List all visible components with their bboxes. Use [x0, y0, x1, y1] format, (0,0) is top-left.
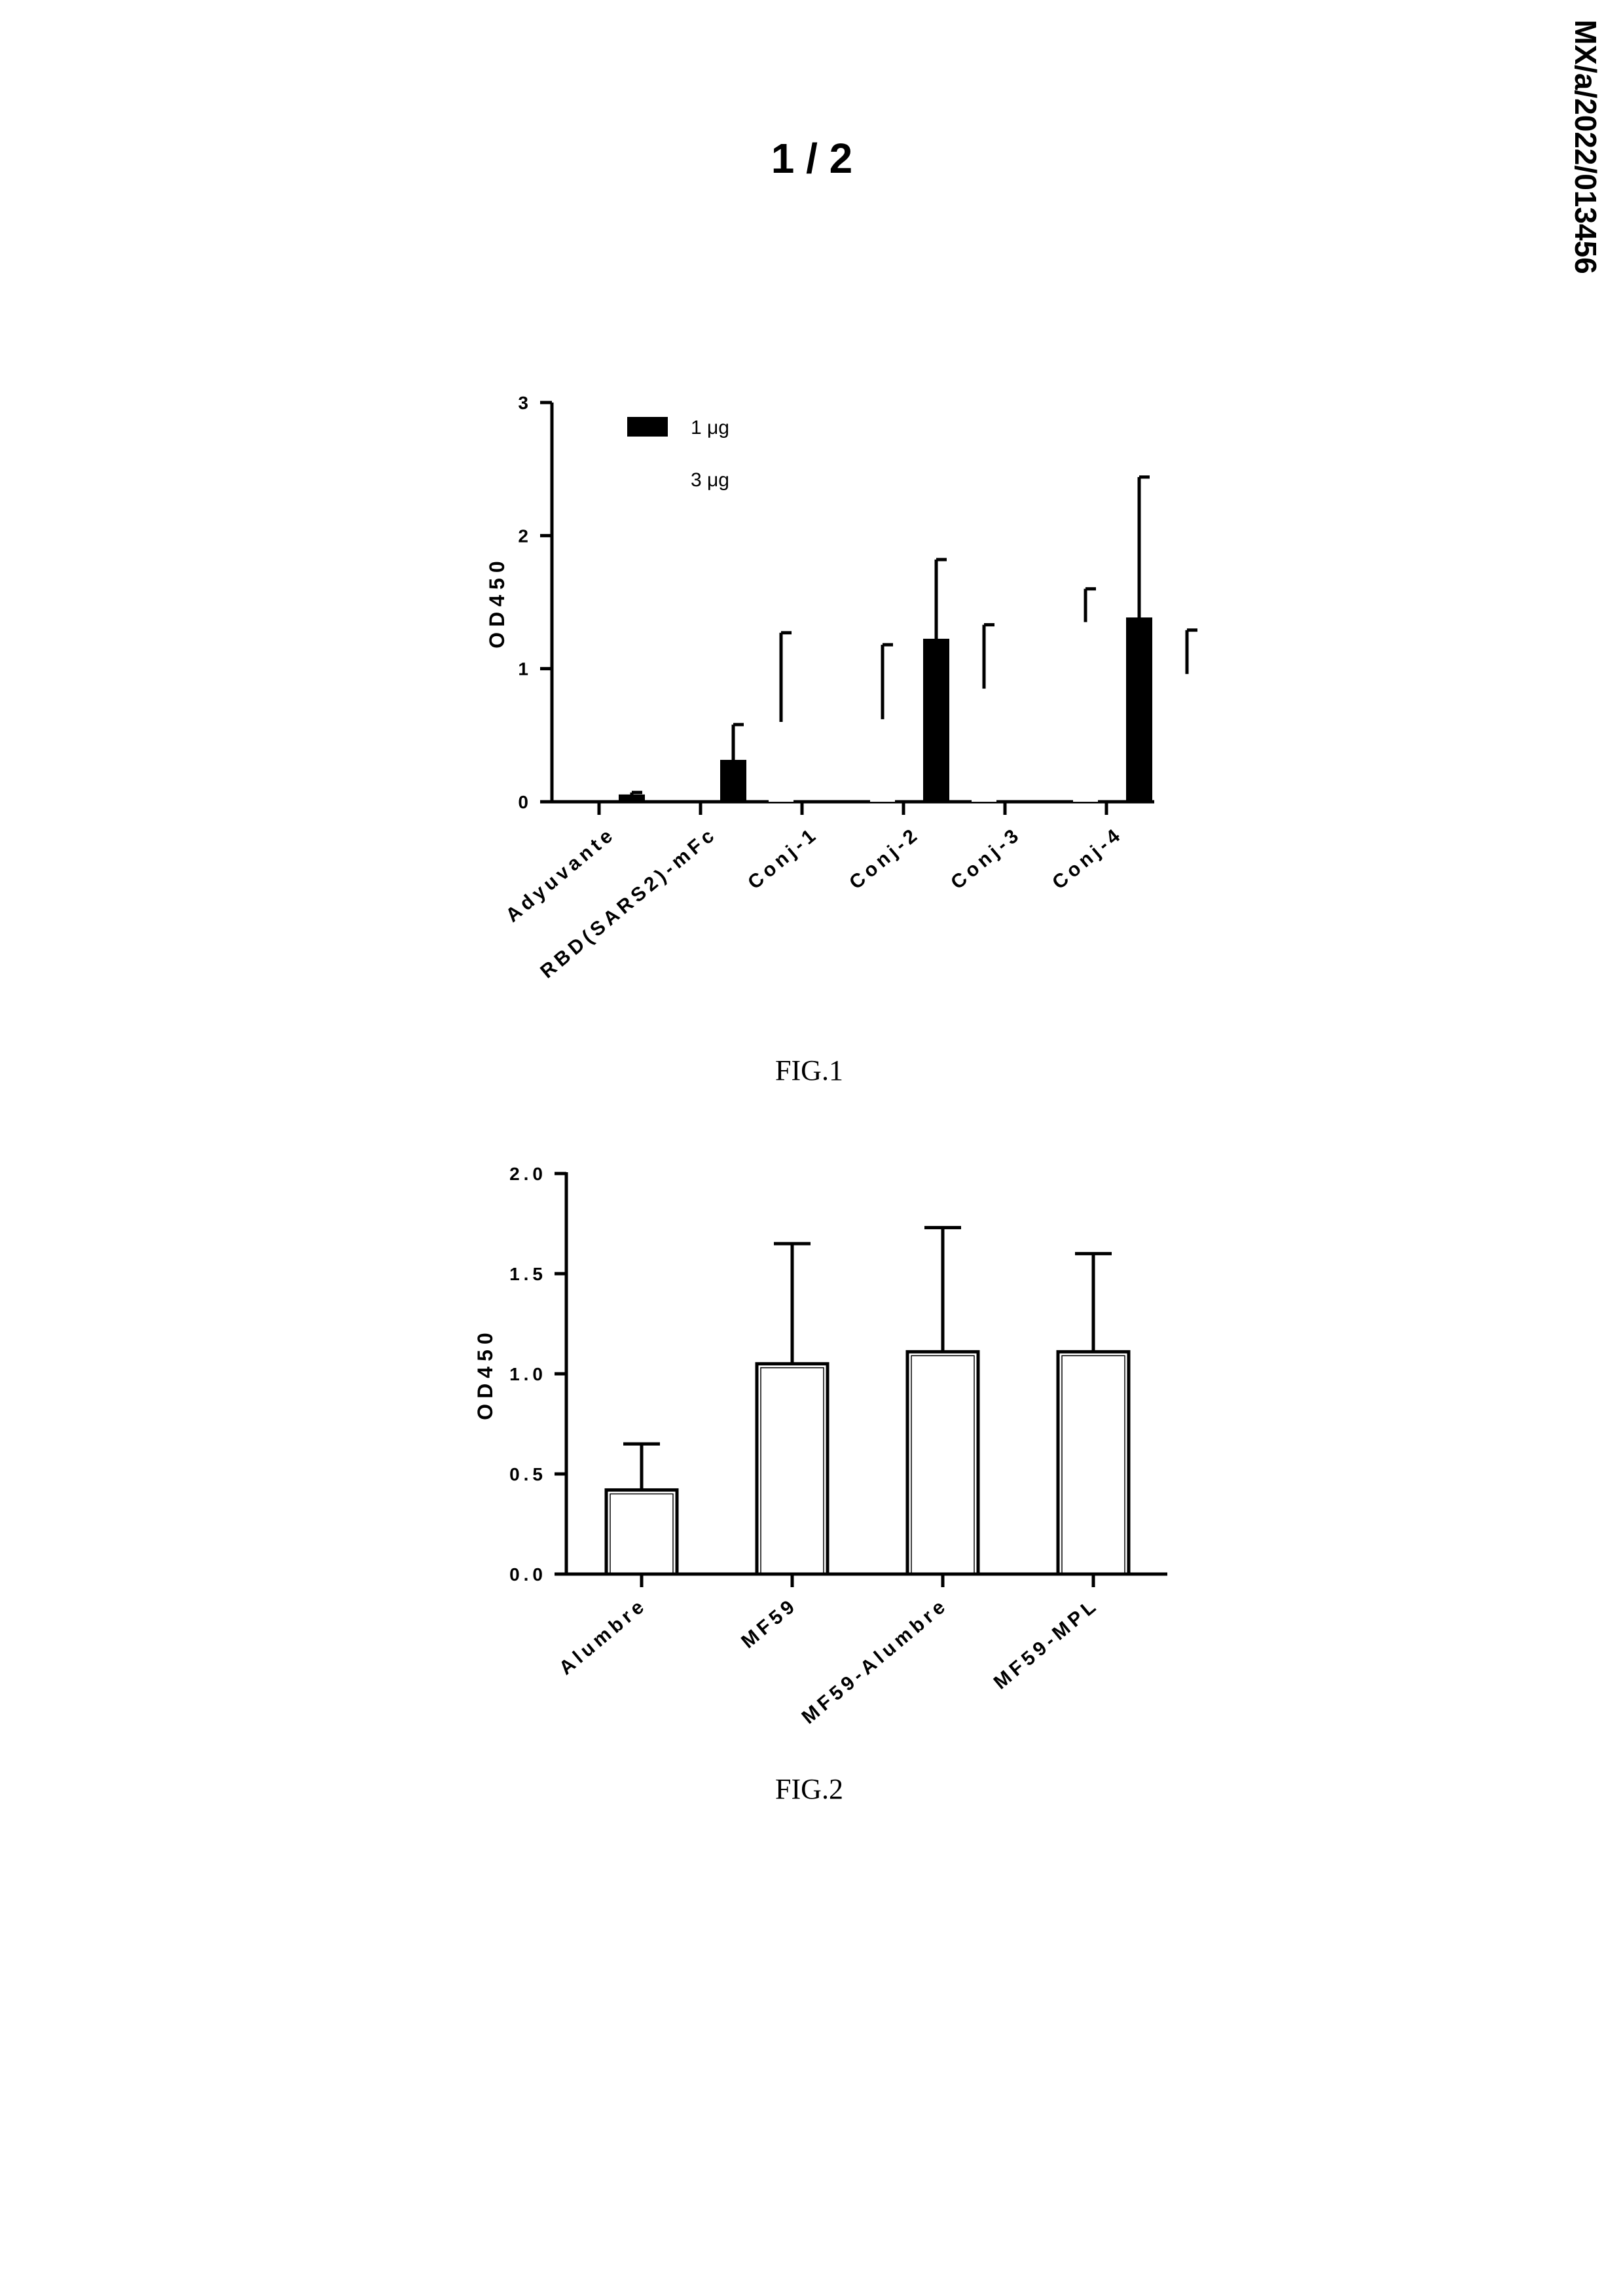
bar	[757, 1364, 828, 1574]
y-tick-label: 0.5	[509, 1464, 547, 1484]
x-tick-label: MF59	[737, 1594, 801, 1653]
y-tick-label: 2.0	[509, 1164, 547, 1184]
x-tick-label: MF59-Alumbre	[798, 1594, 953, 1728]
bar	[606, 1490, 677, 1574]
y-axis-label: OD450	[473, 1327, 497, 1420]
y-tick-label: 1.5	[509, 1264, 547, 1284]
fig2-chart: 0.0 0.5 1.0 1.5 2.0 OD450 Alumbre MF59MF59-Alum…	[0, 0, 1623, 1833]
bar	[1058, 1352, 1129, 1574]
fig2-caption: FIG.2	[678, 1772, 940, 1806]
y-tick-label: 1.0	[509, 1364, 547, 1384]
bar	[907, 1352, 978, 1574]
y-tick-label: 0.0	[509, 1564, 547, 1585]
x-tick-label: Alumbre	[555, 1594, 651, 1679]
x-tick-label: MF59-MPL	[990, 1594, 1103, 1694]
